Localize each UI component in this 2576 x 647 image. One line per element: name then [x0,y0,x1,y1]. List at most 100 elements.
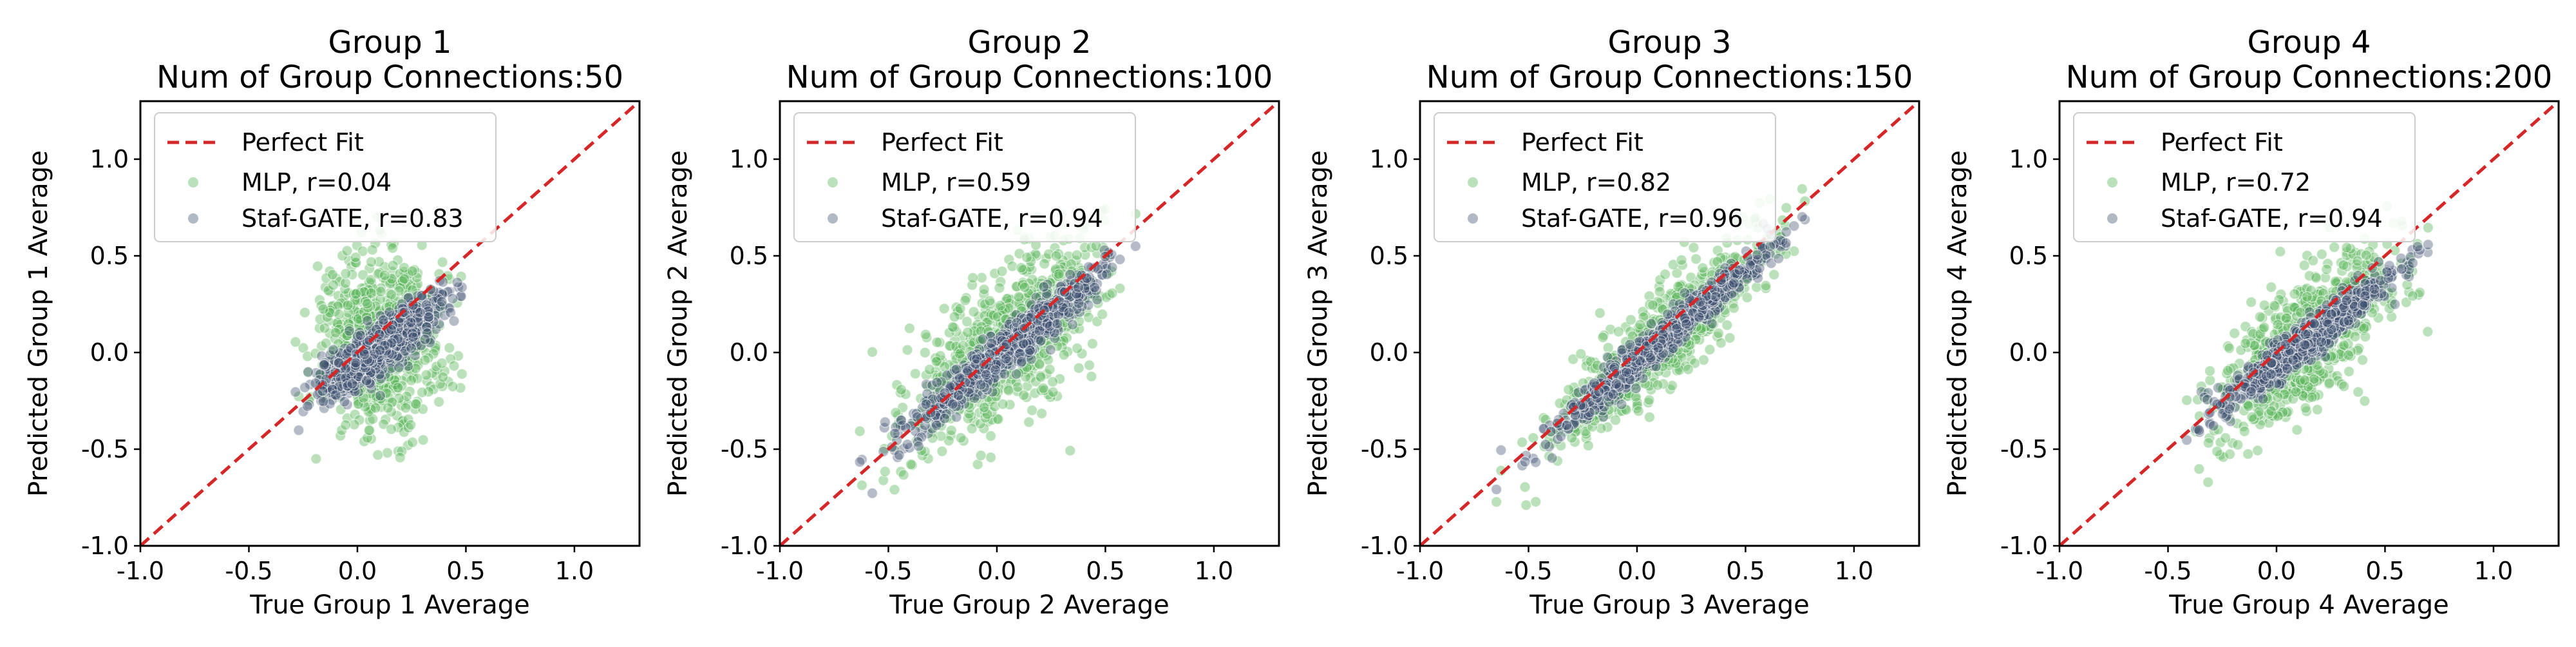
x-tick-label: 0.0 [1618,557,1656,585]
scatter-point [997,266,1007,276]
scatter-point [1705,345,1715,355]
scatter-point [1646,318,1656,329]
scatter-point [319,360,329,370]
scatter-point [330,327,341,338]
scatter-point [367,245,377,255]
scatter-point [350,252,361,262]
scatter-point [311,454,321,464]
scatter-point [341,269,351,279]
scatter-point [902,439,913,450]
scatter-point [401,403,411,413]
plot-title: Group 1 [328,24,452,61]
scatter-point [1019,282,1030,293]
scatter-point [1097,309,1108,320]
scatter-point [1016,263,1027,273]
scatter-point [1090,282,1100,293]
scatter-point [962,316,972,327]
scatter-point [1517,437,1528,447]
scatter-point [1583,441,1593,451]
scatter-point [1774,253,1784,264]
scatter-point [2275,247,2286,257]
scatter-point [2230,328,2240,338]
scatter-points [290,213,467,464]
scatter-point [1562,420,1572,430]
scatter-point [449,361,459,371]
scatter-point [290,337,301,347]
scatter-point [334,309,344,320]
scatter-point [890,429,900,439]
x-axis-label: True Group 1 Average [249,590,530,620]
scatter-point [963,327,973,338]
scatter-point [299,307,310,318]
scatter-point [855,457,865,467]
scatter-point [985,296,995,306]
scatter-point [375,345,385,356]
scatter-point [1694,313,1705,323]
scatter-point [1036,372,1046,382]
scatter-point [1761,280,1771,291]
scatter-point [931,420,942,430]
scatter-point [976,380,986,390]
scatter-point [1564,385,1574,395]
scatter-point [312,261,323,271]
scatter-point [1621,367,1631,378]
scatter-point [1068,320,1078,330]
scatter-point [1598,333,1608,343]
legend-label-mlp: MLP, r=0.59 [881,168,1031,197]
scatter-point [889,485,900,495]
scatter-point [1729,303,1739,313]
scatter-point [969,307,979,317]
legend-label-perfect-fit: Perfect Fit [242,128,364,157]
scatter-point [2182,395,2192,405]
scatter-point [956,432,966,443]
scatter-point [1713,328,1723,338]
scatter-point [344,326,354,336]
scatter-point [1130,241,1141,251]
scatter-point [1781,238,1791,248]
y-tick-label: -0.5 [721,435,768,463]
scatter-point [330,390,341,400]
y-tick-label: 0.0 [730,338,768,367]
x-tick-label: -0.5 [225,557,272,585]
scatter-point [437,257,448,267]
legend-label-staf-gate: Staf-GATE, r=0.96 [1521,204,1743,233]
scatter-point [1115,255,1125,265]
scatter-point [1631,383,1641,394]
scatter-point [969,393,980,403]
scatter-point [1698,263,1708,273]
scatter-point [1710,292,1721,302]
legend-label-perfect-fit: Perfect Fit [1521,128,1643,157]
scatter-point [1663,309,1673,320]
scatter-point [1644,412,1654,422]
scatter-point [1633,406,1643,416]
scatter-point [1001,354,1011,364]
x-tick-label: -1.0 [117,557,164,585]
scatter-point [896,415,906,425]
scatter-point [382,448,392,458]
scatter-point [341,420,351,430]
y-tick-label: -1.0 [1361,532,1408,560]
scatter-point [399,274,410,284]
scatter-point [1531,497,1541,507]
legend-label-staf-gate: Staf-GATE, r=0.83 [242,204,464,233]
scatter-point [444,343,455,353]
scatter-point [894,450,904,460]
scatter-point [1610,415,1620,425]
scatter-point [1595,308,1605,318]
scatter-point [1034,325,1045,336]
y-tick-label: 0.0 [90,338,129,367]
scatter-point [406,343,417,353]
scatter-point [366,288,376,298]
scatter-point [339,396,350,407]
scatter-point [1072,250,1082,260]
scatter-point [2311,273,2322,283]
scatter-point [1742,293,1752,303]
legend-label-staf-gate: Staf-GATE, r=0.94 [881,204,1103,233]
scatter-point [898,470,909,480]
scatter-point [904,324,914,334]
scatter-point [2423,327,2433,337]
scatter-point [1052,318,1063,329]
